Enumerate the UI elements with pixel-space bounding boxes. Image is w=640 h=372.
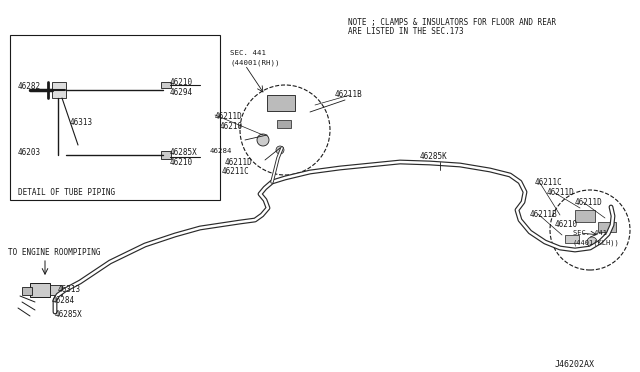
Text: (44001(RH)): (44001(RH)): [230, 59, 280, 65]
Text: 46203: 46203: [18, 148, 41, 157]
Bar: [50, 285, 62, 295]
Text: (4401(KLH)): (4401(KLH)): [573, 239, 620, 246]
Bar: [267, 95, 295, 111]
Text: 46211D: 46211D: [547, 188, 575, 197]
Text: 46313: 46313: [58, 285, 81, 294]
Text: 46210: 46210: [170, 158, 193, 167]
Text: DETAIL OF TUBE PIPING: DETAIL OF TUBE PIPING: [18, 188, 115, 197]
Text: 46285X: 46285X: [55, 310, 83, 319]
Circle shape: [550, 190, 630, 270]
Text: 46284: 46284: [210, 148, 232, 154]
Text: TO ENGINE ROOMPIPING: TO ENGINE ROOMPIPING: [8, 248, 100, 257]
Text: 46211B: 46211B: [335, 90, 363, 99]
Text: 46211D: 46211D: [225, 158, 253, 167]
Circle shape: [587, 237, 597, 247]
Text: SEC. 441: SEC. 441: [573, 230, 607, 236]
Bar: [598, 222, 616, 232]
Text: 46211D: 46211D: [215, 112, 243, 121]
Text: 46285X: 46285X: [170, 148, 198, 157]
Bar: [575, 210, 595, 222]
Bar: [30, 283, 50, 297]
Text: 46284: 46284: [52, 296, 75, 305]
Text: 46210: 46210: [220, 122, 243, 131]
Text: 46211C: 46211C: [222, 167, 250, 176]
Text: ARE LISTED IN THE SEC.173: ARE LISTED IN THE SEC.173: [348, 27, 463, 36]
Text: 46282: 46282: [18, 82, 41, 91]
Circle shape: [276, 146, 284, 154]
Text: 46210: 46210: [555, 220, 578, 229]
Text: 46285K: 46285K: [420, 152, 448, 161]
Text: 46210: 46210: [170, 78, 193, 87]
Bar: [161, 151, 171, 159]
Text: 46211B: 46211B: [530, 210, 557, 219]
Text: NOTE ; CLAMPS & INSULATORS FOR FLOOR AND REAR: NOTE ; CLAMPS & INSULATORS FOR FLOOR AND…: [348, 18, 556, 27]
Bar: [22, 287, 32, 295]
Bar: [10, 35, 220, 200]
Circle shape: [257, 134, 269, 146]
Text: SEC. 441: SEC. 441: [230, 50, 266, 56]
Bar: [565, 235, 579, 243]
Text: J46202AX: J46202AX: [555, 360, 595, 369]
Bar: [277, 120, 291, 128]
Text: 46294: 46294: [170, 88, 193, 97]
Text: 46211D: 46211D: [575, 198, 603, 207]
Bar: [52, 82, 66, 98]
Bar: [161, 82, 171, 88]
Circle shape: [240, 85, 330, 175]
Text: 46211C: 46211C: [535, 178, 563, 187]
Text: 46313: 46313: [70, 118, 93, 127]
